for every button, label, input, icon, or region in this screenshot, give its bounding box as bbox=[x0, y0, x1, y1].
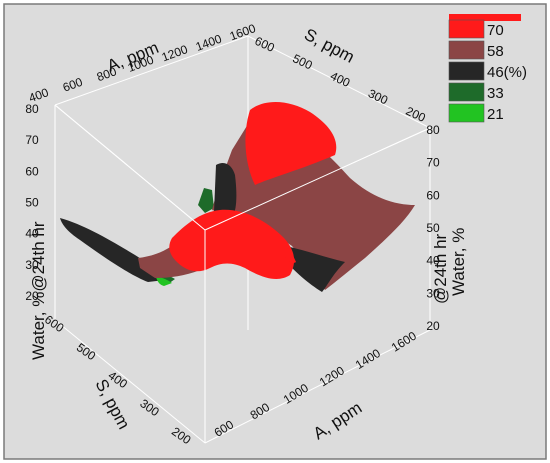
water-ticks-left: 80 70 60 50 40 30 20 bbox=[25, 102, 39, 303]
water-tick-left-40: 40 bbox=[25, 227, 39, 241]
water-tick-right-70: 70 bbox=[426, 156, 440, 170]
surface-black-center bbox=[214, 163, 237, 220]
water-tick-left-60: 60 bbox=[25, 164, 39, 178]
axis-label-water-right-line2: @24th hr bbox=[431, 233, 450, 304]
legend-swatch-70 bbox=[448, 19, 485, 39]
legend-swatch-46 bbox=[448, 61, 485, 81]
surface-red-right bbox=[276, 240, 296, 264]
water-tick-right-50: 50 bbox=[426, 221, 440, 235]
legend: 70 58 46(%) 33 21 bbox=[448, 14, 527, 123]
water-tick-left-80: 80 bbox=[25, 102, 39, 116]
box-edge-front-left-overlay bbox=[54, 104, 206, 231]
a-tick-top-800: 800 bbox=[95, 64, 119, 84]
legend-label-70: 70 bbox=[487, 22, 504, 39]
axis-label-water-right-line1: Water, % bbox=[449, 228, 468, 296]
water-tick-right-40: 40 bbox=[426, 254, 440, 268]
surface-red-center bbox=[169, 209, 295, 279]
surface-bright-green-patch bbox=[156, 276, 172, 286]
legend-label-21: 21 bbox=[487, 106, 504, 123]
water-tick-left-70: 70 bbox=[25, 133, 39, 147]
water-tick-right-30: 30 bbox=[426, 286, 440, 300]
water-tick-right-80: 80 bbox=[426, 123, 440, 137]
water-tick-right-20: 20 bbox=[426, 319, 440, 333]
water-tick-left-50: 50 bbox=[25, 196, 39, 210]
water-tick-left-20: 20 bbox=[25, 289, 39, 303]
surface-black-left-ridge bbox=[60, 218, 165, 282]
box-edge-top-right bbox=[247, 35, 431, 129]
box-front-edges bbox=[54, 104, 431, 443]
surface-green-patch-mid bbox=[198, 188, 214, 213]
legend-top-strip bbox=[449, 14, 521, 21]
legend-swatch-33 bbox=[448, 82, 485, 102]
legend-label-33: 33 bbox=[487, 85, 504, 102]
axis-label-water-left: Water, %@24th hr bbox=[29, 221, 48, 360]
surface-red-top bbox=[245, 101, 337, 185]
surface bbox=[60, 101, 415, 292]
water-tick-left-30: 30 bbox=[25, 258, 39, 272]
a-tick-top-600: 600 bbox=[61, 75, 85, 95]
water-ticks-right: 80 70 60 50 40 30 20 bbox=[426, 123, 440, 333]
legend-label-46: 46(%) bbox=[487, 64, 527, 81]
legend-label-58: 58 bbox=[487, 43, 504, 60]
legend-swatch-58 bbox=[448, 40, 485, 60]
legend-swatch-21 bbox=[448, 103, 485, 123]
a-tick-top-400: 400 bbox=[27, 85, 51, 105]
box-edge-top-left bbox=[54, 35, 249, 106]
box-edge-bottom-right bbox=[204, 329, 431, 444]
box-edge-front-right-overlay bbox=[204, 127, 431, 231]
box-edge-bottom-left bbox=[54, 319, 206, 444]
water-tick-right-60: 60 bbox=[426, 188, 440, 202]
